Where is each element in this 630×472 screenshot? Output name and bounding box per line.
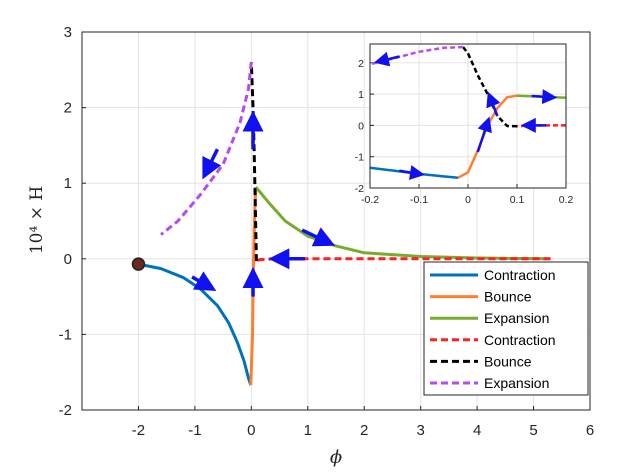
axes-box (81, 31, 591, 411)
y-tick-label: 2 (64, 100, 72, 117)
x-tick-label: -1 (188, 422, 201, 439)
direction-arrow (301, 227, 336, 247)
legend-entry-label: Bounce (484, 289, 532, 305)
direction-arrow (191, 271, 217, 291)
legend-entry-label: Bounce (484, 353, 532, 369)
x-tick-label: 1 (304, 422, 312, 439)
y-tick-label: 0 (64, 251, 72, 268)
series-line-6-expansion (160, 62, 253, 236)
x-tick-label: -0.2 (361, 194, 379, 206)
x-tick-label: 2 (360, 422, 368, 439)
axes-box (369, 43, 567, 189)
x-tick-label: 4 (473, 422, 481, 439)
x-tick-label: 3 (416, 422, 424, 439)
y-tick-label: 3 (64, 24, 72, 41)
direction-arrow (202, 148, 222, 180)
x-tick-label: 6 (586, 422, 594, 439)
inset-axes: -0.2 -0.1 0 0.1 0.2 -2 -1 0 1 2 (355, 43, 574, 206)
y-tick-label: -2 (59, 402, 72, 419)
legend-entry-label: Contraction (484, 332, 556, 348)
direction-arrow (373, 51, 400, 67)
x-tick-label: -0.1 (410, 194, 428, 206)
y-tick-label: 1 (358, 89, 364, 101)
series-line-5-bounce (249, 62, 258, 262)
direction-arrow (476, 116, 492, 153)
legend-entry-label: Contraction (484, 267, 556, 283)
start-point-marker (131, 257, 146, 271)
direction-arrow (486, 91, 501, 117)
x-tick-label: 5 (529, 422, 537, 439)
y-tick-label: -1 (59, 326, 72, 343)
y-tick-label: 2 (358, 58, 364, 70)
y-axis-label: 10⁴ × H (27, 186, 47, 254)
x-axis-label: ϕ (330, 447, 342, 468)
legend-box (423, 261, 589, 396)
y-tick-label: 1 (64, 175, 72, 192)
series-line-5-bounce (462, 46, 518, 128)
y-tick-label: -2 (355, 183, 364, 195)
x-tick-label: -2 (132, 422, 145, 439)
legend-entry-label: Expansion (484, 375, 549, 391)
x-tick-label: 0.2 (559, 194, 574, 206)
legend: Contraction Bounce Expansion Contraction Bou… (423, 261, 589, 396)
x-tick-label: 0 (247, 422, 255, 439)
direction-arrow (399, 165, 425, 180)
series-line-1-contraction (138, 262, 253, 386)
y-tick-label: 0 (358, 120, 364, 132)
y-tick-label: -1 (355, 152, 364, 164)
x-tick-label: 0.1 (510, 194, 525, 206)
series-line-6-expansion (369, 45, 464, 66)
x-tick-label: 0 (465, 194, 471, 206)
direction-arrow (531, 89, 558, 105)
legend-entry-label: Expansion (484, 310, 549, 326)
